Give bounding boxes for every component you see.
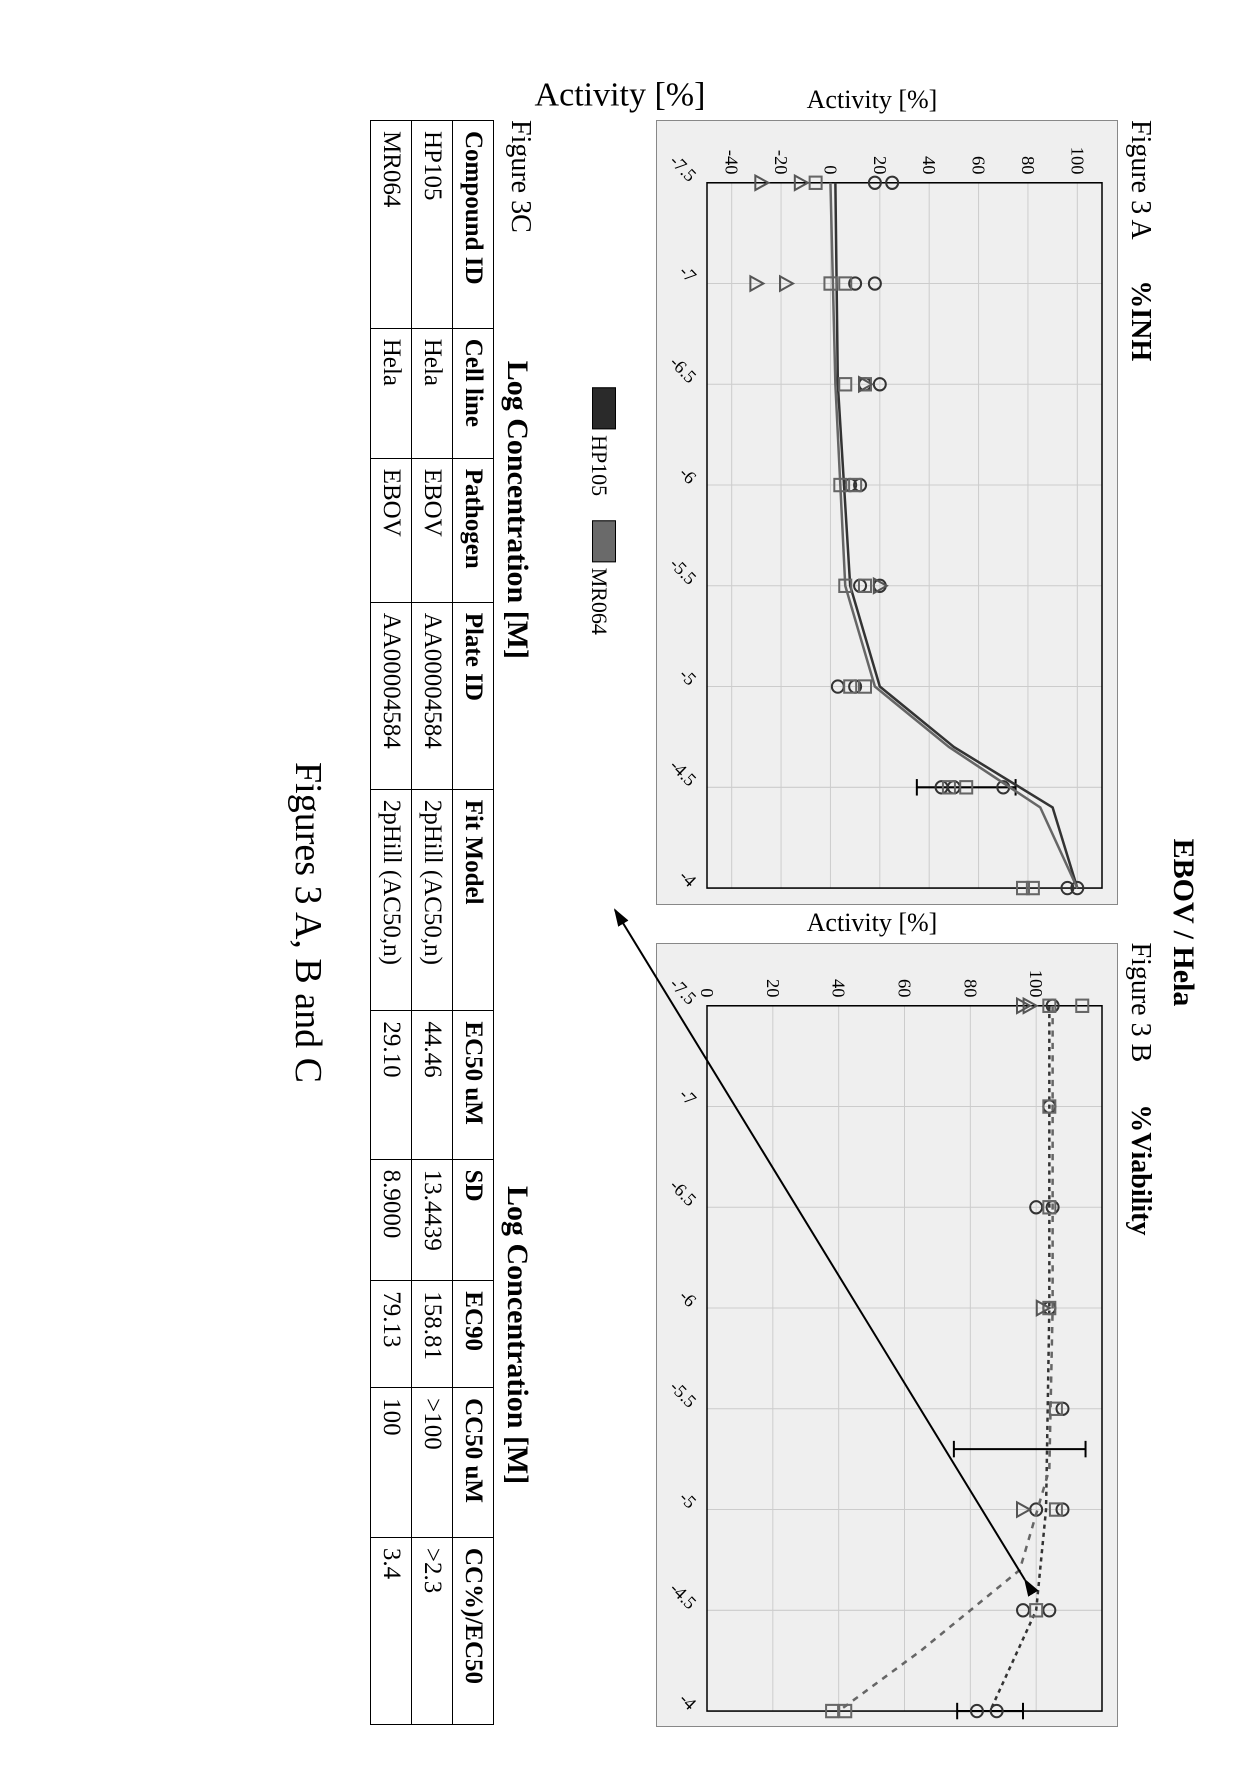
table-cell: HP105 xyxy=(412,121,453,329)
table-cell: 13.4439 xyxy=(412,1159,453,1281)
svg-text:-7: -7 xyxy=(676,261,701,286)
legend-item: MR064 xyxy=(586,520,616,635)
table-cell: AA00004584 xyxy=(371,602,412,789)
table-header: Plate ID xyxy=(453,602,494,789)
table-header: Pathogen xyxy=(453,458,494,602)
table-header: Fit Model xyxy=(453,789,494,1011)
table-row: HP105HelaEBOVAA000045842pHill (AC50,n)44… xyxy=(412,121,453,1725)
table-cell: 2pHill (AC50,n) xyxy=(412,789,453,1011)
svg-text:80: 80 xyxy=(1018,156,1038,175)
table-cell: 29.10 xyxy=(371,1011,412,1159)
legend-label: MR064 xyxy=(587,568,612,635)
table-header: CC%)/EC50 xyxy=(453,1537,494,1724)
svg-text:-4: -4 xyxy=(676,1688,701,1713)
table-row: MR064HelaEBOVAA000045842pHill (AC50,n)29… xyxy=(371,121,412,1725)
table-cell: EBOV xyxy=(371,458,412,602)
table-cell: >100 xyxy=(412,1388,453,1538)
legend-swatch xyxy=(592,520,616,562)
table-header: CC50 uM xyxy=(453,1388,494,1538)
fig-a-plot: -7.5 -7 -6.5 -6 -5.5 -5 -4.5 -4 -40 -20 0 20 40 60 80 1… xyxy=(656,120,1118,905)
fig-b-prefix: Figure 3 B xyxy=(1125,943,1156,1063)
svg-text:60: 60 xyxy=(969,156,989,175)
fig-b-caption: Figure 3 B %Viability xyxy=(1124,943,1156,1726)
table-cell: AA00004584 xyxy=(412,602,453,789)
fig-a-caption: Figure 3 A %INH xyxy=(1124,120,1156,903)
svg-text:-40: -40 xyxy=(722,150,742,175)
table-cell: EBOV xyxy=(412,458,453,602)
svg-text:100: 100 xyxy=(1026,969,1046,997)
table-cell: >2.3 xyxy=(412,1537,453,1724)
fig-b-ylabel: Activity [%] xyxy=(672,908,1072,938)
table-cell: 158.81 xyxy=(412,1281,453,1388)
table-cell: Hela xyxy=(412,328,453,458)
table-cell: 3.4 xyxy=(371,1537,412,1724)
table-header: EC50 uM xyxy=(453,1011,494,1159)
svg-text:-5: -5 xyxy=(676,664,701,689)
table-header: SD xyxy=(453,1159,494,1281)
svg-text:-6: -6 xyxy=(676,463,701,488)
fig-a-prefix: Figure 3 A xyxy=(1125,120,1156,238)
svg-text:-5: -5 xyxy=(676,1487,701,1512)
svg-text:-5.5: -5.5 xyxy=(666,1376,700,1411)
svg-text:60: 60 xyxy=(895,979,915,998)
svg-text:-6.5: -6.5 xyxy=(666,1175,700,1210)
legend: HP105 MR064 xyxy=(586,388,616,635)
legend-swatch xyxy=(592,388,616,430)
bottom-caption: Figures 3 A, B and C xyxy=(286,120,330,1725)
svg-text:0: 0 xyxy=(697,988,717,997)
svg-text:-7.5: -7.5 xyxy=(666,151,700,186)
charts-row: Figure 3 A %INH Activity [%] -7.5-7-6.5-… xyxy=(656,120,1156,1725)
table-cell: 79.13 xyxy=(371,1281,412,1388)
svg-text:20: 20 xyxy=(763,979,783,998)
svg-text:80: 80 xyxy=(960,979,980,998)
table-cell: 44.46 xyxy=(412,1011,453,1159)
legend-label: HP105 xyxy=(587,435,612,496)
svg-text:0: 0 xyxy=(820,165,840,174)
fig-a: Figure 3 A %INH Activity [%] -7.5-7-6.5-… xyxy=(656,120,1156,903)
svg-text:-7.5: -7.5 xyxy=(666,973,700,1008)
fig-b-metric: %Viability xyxy=(1125,1104,1156,1235)
svg-text:-4: -4 xyxy=(676,866,701,891)
table-c: Compound IDCell linePathogenPlate IDFit … xyxy=(370,120,494,1725)
fig-a-metric: %INH xyxy=(1125,280,1156,361)
svg-text:20: 20 xyxy=(870,156,890,175)
legend-item: HP105 xyxy=(586,388,616,497)
svg-text:-4.5: -4.5 xyxy=(666,1578,700,1613)
table-cell: MR064 xyxy=(371,121,412,329)
page-rotated: Activity [%] EBOV / Hela Figure 3 A %INH… xyxy=(0,0,1240,1775)
xlabel-left: Log Concentration [M] xyxy=(500,361,534,659)
svg-text:-4.5: -4.5 xyxy=(666,755,700,790)
table-cell: Hela xyxy=(371,328,412,458)
svg-text:-6.5: -6.5 xyxy=(666,352,700,387)
group-title: EBOV / Hela xyxy=(1166,120,1200,1725)
svg-text:-6: -6 xyxy=(676,1285,701,1310)
table-cell: 8.9000 xyxy=(371,1159,412,1281)
table-header: Cell line xyxy=(453,328,494,458)
table-cell: 100 xyxy=(371,1388,412,1538)
svg-text:100: 100 xyxy=(1067,147,1087,175)
svg-text:40: 40 xyxy=(919,156,939,175)
fig-a-ylabel: Activity [%] xyxy=(672,85,1072,115)
svg-text:-20: -20 xyxy=(771,150,791,175)
svg-text:-7: -7 xyxy=(676,1084,701,1109)
xlabel-right: Log Concentration [M] xyxy=(500,1186,534,1484)
svg-text:40: 40 xyxy=(829,979,849,998)
fig-b: Figure 3 B %Viability Activity [%] -7.5-… xyxy=(656,943,1156,1726)
fig-b-plot: -7.5 -7 -6.5 -6 -5.5 -5 -4.5 -4 0 20 40 60 80 100 xyxy=(656,943,1118,1728)
svg-text:-5.5: -5.5 xyxy=(666,554,700,589)
table-cell: 2pHill (AC50,n) xyxy=(371,789,412,1011)
table-header: EC90 xyxy=(453,1281,494,1388)
table-header: Compound ID xyxy=(453,121,494,329)
